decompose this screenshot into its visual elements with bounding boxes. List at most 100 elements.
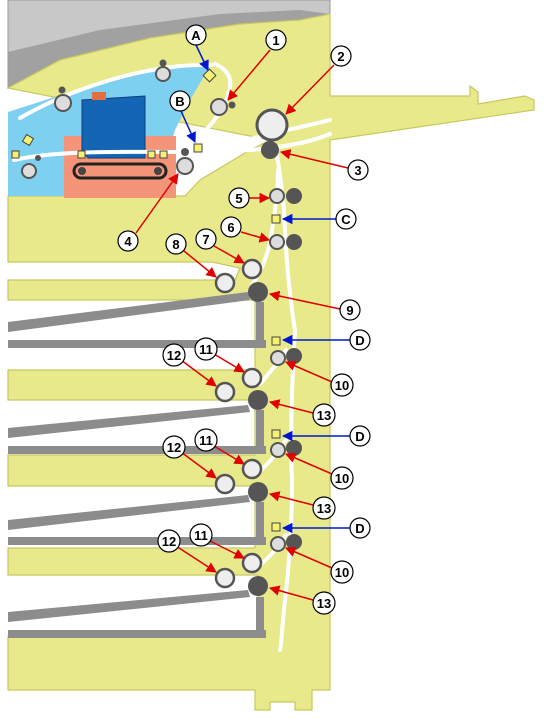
roller-8 xyxy=(214,272,236,294)
callout-12a-label: 12 xyxy=(167,348,181,363)
callout-11b-label: 11 xyxy=(199,433,213,448)
roller-7 xyxy=(241,258,263,280)
callout-13c: 13 xyxy=(312,591,336,615)
arrow-a xyxy=(195,44,209,71)
callout-8: 8 xyxy=(165,233,187,255)
sensor-b xyxy=(193,143,203,153)
callout-10c: 10 xyxy=(330,560,354,584)
callouts: A B C D D D 1 2 xyxy=(117,24,371,615)
arrow-2 xyxy=(285,64,335,115)
roller-12-b xyxy=(214,473,236,495)
belt-roller-right xyxy=(154,167,162,175)
tray-2 xyxy=(8,405,250,438)
roller-12-c xyxy=(214,567,236,589)
scanner-roller-2 xyxy=(155,66,171,82)
callout-7-label: 7 xyxy=(202,232,209,247)
arrow-11b xyxy=(213,445,245,465)
callout-10a-label: 10 xyxy=(335,378,349,393)
roller-11-a xyxy=(241,367,263,389)
arrow-12c xyxy=(175,545,217,573)
sensor-belt-1 xyxy=(77,150,86,159)
callout-4: 4 xyxy=(117,230,139,252)
arrow-3 xyxy=(279,149,349,169)
callout-13b-label: 13 xyxy=(317,501,331,516)
tray-1 xyxy=(8,292,250,332)
roller-11-b xyxy=(241,458,263,480)
roller-10-light-a xyxy=(270,350,286,366)
callout-8-label: 8 xyxy=(172,237,179,252)
sensor-a xyxy=(202,68,217,83)
arrow-7 xyxy=(213,245,245,264)
callout-12b: 12 xyxy=(162,435,186,459)
arrow-12b xyxy=(180,451,217,479)
arrow-1 xyxy=(227,49,271,101)
callout-13a: 13 xyxy=(312,403,336,427)
roller-11-c xyxy=(241,552,263,574)
roller-3-dark xyxy=(261,141,279,159)
tray-1-wall xyxy=(256,302,264,348)
callout-5: 5 xyxy=(228,187,250,209)
callout-b-label: B xyxy=(175,94,184,109)
scanner-roller-1-nip xyxy=(58,86,66,94)
arrow-12a xyxy=(180,359,217,387)
callout-10c-label: 10 xyxy=(335,565,349,580)
roller-13-b xyxy=(248,482,268,502)
sensor-scanner-2 xyxy=(11,150,20,159)
callout-12c-label: 12 xyxy=(162,534,176,549)
arrow-6 xyxy=(240,231,271,243)
callout-d1: D xyxy=(349,329,371,351)
arrow-9 xyxy=(268,290,341,310)
callout-d3-label: D xyxy=(355,521,364,536)
sensor-d2 xyxy=(271,429,281,439)
roller-1-nip xyxy=(228,101,236,109)
paper-trays xyxy=(8,292,266,638)
callout-10b-label: 10 xyxy=(335,471,349,486)
tray-1-base xyxy=(8,340,266,348)
callout-3: 3 xyxy=(347,159,369,181)
callout-9-label: 9 xyxy=(346,303,353,318)
callout-11a-label: 11 xyxy=(199,342,213,357)
roller-10-light-b xyxy=(270,442,286,458)
arrow-11a xyxy=(213,353,245,373)
sensor-d3 xyxy=(271,522,281,532)
callout-1-label: 1 xyxy=(272,33,279,48)
callout-12c: 12 xyxy=(157,529,181,553)
roller-4-drive xyxy=(176,157,194,175)
scanner-roller-1 xyxy=(54,94,72,112)
roller-4-nip xyxy=(181,148,189,156)
callout-6: 6 xyxy=(220,216,242,238)
arrow-8 xyxy=(183,250,217,278)
callout-11a: 11 xyxy=(194,337,218,361)
callout-b: B xyxy=(169,90,191,112)
callout-c-label: C xyxy=(341,212,351,227)
callout-2: 2 xyxy=(330,45,352,67)
roller-10-light-c xyxy=(270,536,286,552)
arrow-13b xyxy=(268,491,314,506)
scanner-roller-2-nip xyxy=(159,59,167,67)
callout-d2-label: D xyxy=(355,429,364,444)
arrow-10b xyxy=(285,452,333,475)
sensor-belt-3 xyxy=(159,150,168,159)
roller-5-dark xyxy=(286,188,302,204)
tray-3-base xyxy=(8,537,266,545)
roller-1-drive xyxy=(210,98,228,116)
sensors xyxy=(11,68,281,532)
roller-10-dark-c xyxy=(286,534,302,550)
scanner-cover-edge xyxy=(8,10,330,88)
scanner-roller-3-nip xyxy=(35,155,41,161)
callout-5-label: 5 xyxy=(235,191,242,206)
callout-7: 7 xyxy=(195,228,217,250)
callout-11b: 11 xyxy=(194,428,218,452)
toner-unit xyxy=(81,95,146,159)
scanner-roller-3 xyxy=(21,163,37,179)
callout-13b: 13 xyxy=(312,496,336,520)
callout-d3: D xyxy=(349,517,371,539)
callout-6-label: 6 xyxy=(227,220,234,235)
roller-13-a xyxy=(248,390,268,410)
callout-d2: D xyxy=(349,425,371,447)
callout-13a-label: 13 xyxy=(317,408,331,423)
roller-2-large xyxy=(255,108,289,142)
callout-a-label: A xyxy=(191,28,201,43)
callout-a: A xyxy=(185,24,207,46)
